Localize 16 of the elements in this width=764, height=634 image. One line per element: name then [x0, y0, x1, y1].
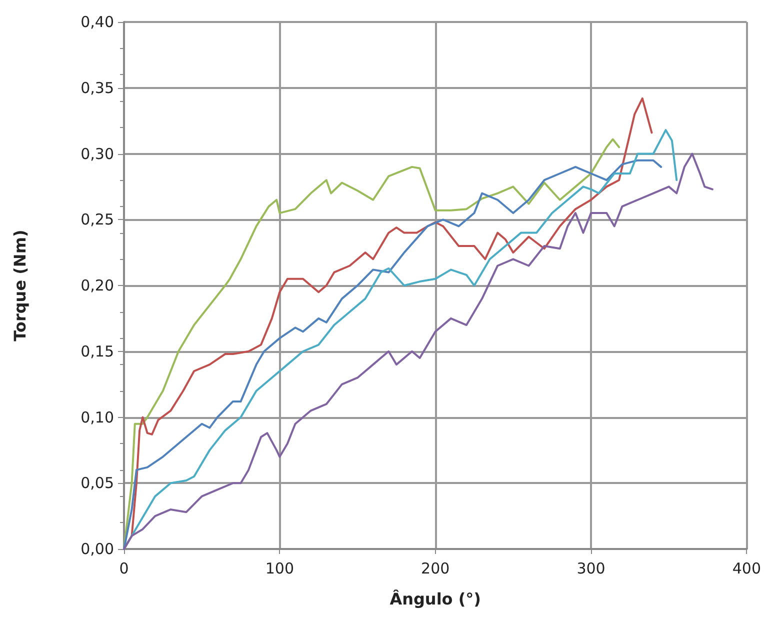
x-axis-title: Ângulo (°) [390, 590, 481, 608]
y-tick-label: 0,15 [80, 342, 114, 360]
y-tick-label: 0,40 [80, 13, 114, 31]
x-tick-label: 0 [119, 560, 129, 578]
y-tick-label: 0,30 [80, 144, 114, 163]
y-tick-label: 0,00 [80, 540, 114, 558]
x-tick-label: 100 [265, 560, 294, 578]
y-tick-label: 0,10 [80, 408, 114, 426]
x-tick-label: 300 [576, 560, 606, 578]
y-tick-label: 0,20 [80, 276, 114, 294]
x-tick-label: 400 [732, 560, 762, 578]
x-tick-label: 200 [421, 560, 450, 578]
y-tick-label: 0,05 [80, 474, 114, 492]
y-tick-label: 0,35 [80, 78, 114, 97]
y-tick-label: 0,25 [80, 210, 114, 229]
y-axis-title: Torque (Nm) [10, 230, 30, 342]
